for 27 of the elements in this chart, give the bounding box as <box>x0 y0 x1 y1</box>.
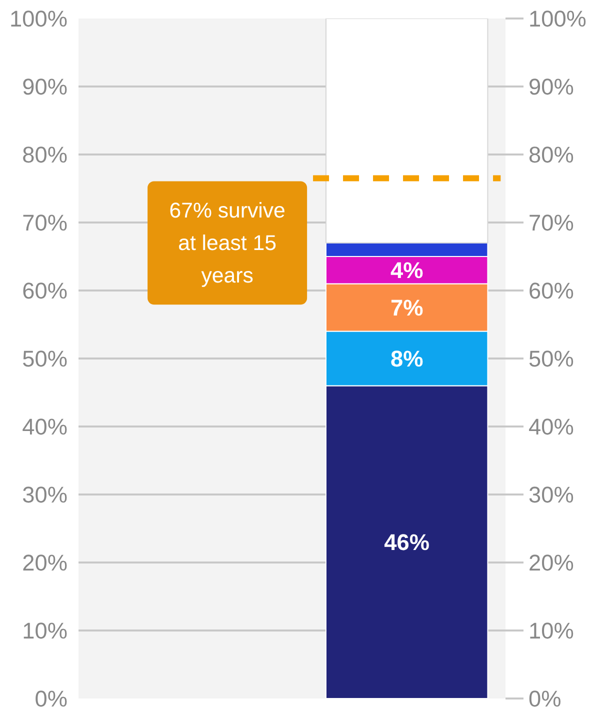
y2-tick-label: 70% <box>528 210 574 236</box>
text: 7% <box>390 294 424 320</box>
text: 8% <box>390 346 424 372</box>
y2-tick-label: 100% <box>528 6 586 32</box>
y-tick-label: 10% <box>22 618 68 644</box>
y2-tick-label: 30% <box>528 482 574 508</box>
y-tick-label: 90% <box>22 74 68 100</box>
text: 46% <box>384 529 430 556</box>
y2-tick-label: 10% <box>528 618 574 644</box>
y-tick-label: 0% <box>34 686 68 712</box>
y2-tick-label: 0% <box>528 686 562 712</box>
y-tick-label: 30% <box>22 482 68 508</box>
y-tick-label: 20% <box>22 550 68 576</box>
text: 4% <box>390 257 424 284</box>
y-tick-label: 100% <box>10 6 68 32</box>
y-tick-label: 50% <box>22 346 68 372</box>
annotation: 67% survive at least 15 years <box>169 198 286 288</box>
y2-tick-label: 60% <box>528 278 574 304</box>
y2-tick-label: 40% <box>528 414 574 440</box>
y2-tick-label: 80% <box>528 142 574 168</box>
y2-tick-label: 90% <box>528 74 574 100</box>
y-tick-label: 40% <box>22 414 68 440</box>
y-tick-label: 80% <box>22 142 68 168</box>
y2-tick-label: 50% <box>528 346 574 372</box>
y2-tick-label: 20% <box>528 550 574 576</box>
y-tick-label: 60% <box>22 278 68 304</box>
y-tick-label: 70% <box>22 210 68 236</box>
